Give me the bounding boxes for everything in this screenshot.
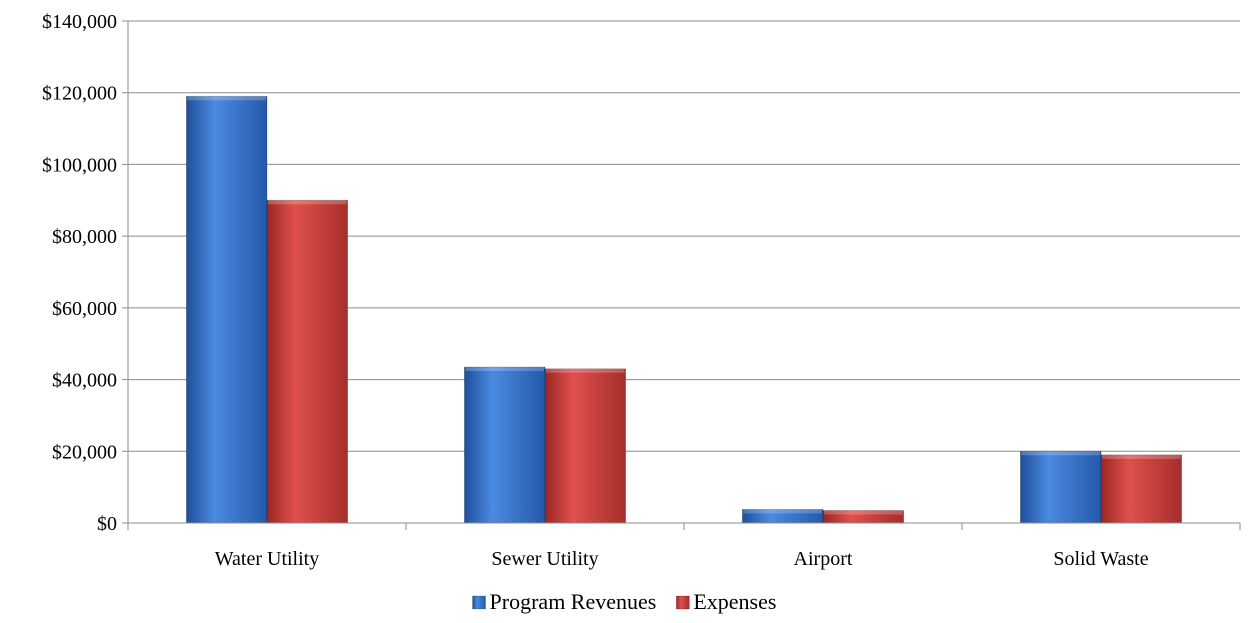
x-tick-label: Sewer Utility: [491, 548, 598, 570]
y-tick-label: $100,000: [42, 154, 117, 176]
bar-top-highlight: [465, 367, 544, 372]
y-tick-label: $0: [97, 513, 117, 535]
bar-top-highlight: [546, 368, 625, 373]
y-tick-label: $120,000: [42, 83, 117, 105]
axes: [122, 20, 1241, 530]
bar-program-revenues: [463, 366, 546, 524]
legend-label: Program Revenues: [490, 589, 657, 614]
y-tick-label: $60,000: [52, 298, 117, 320]
bar-top-highlight: [268, 200, 347, 205]
bar-program-revenues: [1019, 450, 1102, 524]
bar-program-revenues: [185, 95, 268, 524]
tick-labels: $0 $20,000 $40,000 $60,000 $80,000 $100,000 $1…: [42, 11, 1149, 570]
bar-expenses: [544, 368, 627, 524]
bars: [185, 95, 1183, 524]
x-tick-label: Solid Waste: [1053, 548, 1148, 570]
y-tick-label: $40,000: [52, 370, 117, 392]
legend-label: Expenses: [693, 589, 776, 614]
bar-expenses: [1100, 454, 1183, 524]
legend-swatch-program-revenues: [472, 595, 486, 610]
bar-top-highlight: [187, 96, 266, 101]
legend: Program Revenues Expenses: [472, 589, 776, 614]
bar-expenses: [266, 199, 349, 524]
bar-top-highlight: [1102, 454, 1181, 459]
legend-swatch-expenses: [676, 595, 690, 610]
y-tick-label: $20,000: [52, 441, 117, 463]
x-tick-label: Airport: [794, 548, 853, 570]
y-tick-label: $140,000: [42, 11, 117, 33]
y-tick-label: $80,000: [52, 226, 117, 248]
bar-top-highlight: [743, 509, 822, 514]
x-tick-label: Water Utility: [215, 548, 319, 570]
bar-top-highlight: [824, 510, 903, 515]
bar-top-highlight: [1021, 451, 1100, 456]
